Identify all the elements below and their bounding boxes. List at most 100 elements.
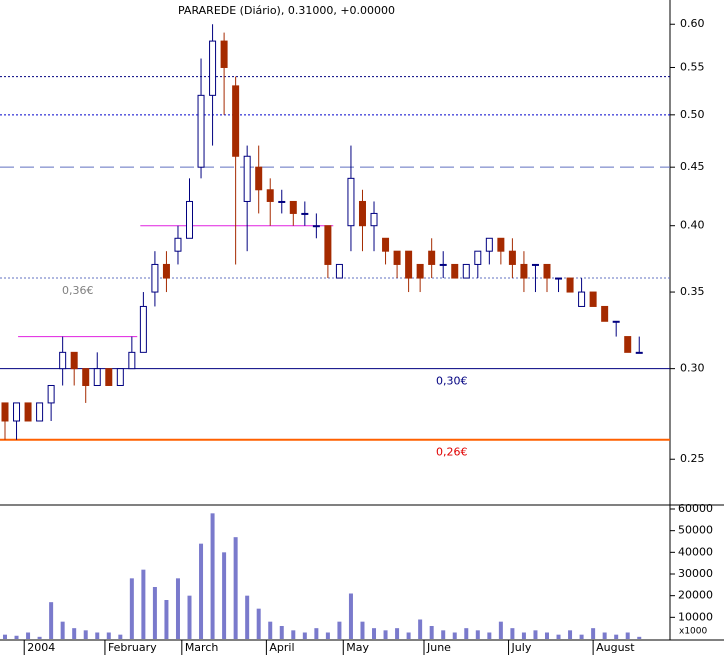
candle-body <box>128 351 136 370</box>
candle-body <box>220 40 228 68</box>
volume-bar <box>418 619 423 639</box>
candle-body <box>24 402 32 422</box>
y-tick-label: 0.45 <box>680 160 705 173</box>
volume-bar <box>14 635 19 639</box>
y-tick-label: 50000 <box>678 524 713 537</box>
candle-body <box>36 402 44 422</box>
y-tick-label: 0.30 <box>680 362 705 375</box>
candle-body <box>301 212 309 215</box>
volume-bar <box>625 632 630 639</box>
x-tick-label: February <box>108 641 157 654</box>
candle-body <box>82 368 90 386</box>
candle-body <box>416 263 424 279</box>
volume-bar <box>106 632 111 639</box>
candle-body <box>382 237 390 252</box>
volume-bar <box>383 630 388 639</box>
x-tick-label: April <box>269 641 294 654</box>
volume-bar <box>302 632 307 639</box>
volume-bar <box>464 628 469 639</box>
candle-body <box>451 263 459 279</box>
volume-bar <box>452 632 457 639</box>
volume-bar <box>429 626 434 639</box>
volume-bar <box>510 628 515 639</box>
candle-body <box>566 277 574 293</box>
volume-bar <box>26 632 31 639</box>
y-tick-label: 20000 <box>678 589 713 602</box>
candle-body <box>335 263 343 279</box>
volume-bar <box>256 608 261 639</box>
volume-bar <box>348 593 353 639</box>
volume-bar <box>614 634 619 639</box>
volume-bar <box>2 634 7 639</box>
x-tick-label: May <box>346 641 369 654</box>
candle-body <box>474 250 482 265</box>
volume-bar <box>164 600 169 639</box>
candle-body <box>255 166 263 191</box>
volume-bar <box>314 628 319 639</box>
candle-body <box>324 225 332 265</box>
volume-bar <box>291 630 296 639</box>
candle-body <box>601 305 609 322</box>
candle-body <box>209 40 217 96</box>
y-tick-label: 0.50 <box>680 108 705 121</box>
candle-body <box>589 291 597 307</box>
candle-body <box>151 263 159 293</box>
volume-bar <box>441 630 446 639</box>
volume-bar <box>372 628 377 639</box>
candle-body <box>358 200 366 227</box>
reference-label: 0,26€ <box>436 446 468 459</box>
volume-bar <box>175 578 180 639</box>
volume-bar <box>521 632 526 639</box>
volume-bar <box>95 632 100 639</box>
volume-bar <box>406 632 411 639</box>
reference-label: 0,36€ <box>62 284 94 297</box>
volume-bar <box>118 634 123 639</box>
candle-body <box>266 189 274 202</box>
volume-bar <box>37 636 42 639</box>
volume-bar <box>475 630 480 639</box>
y-tick-label: 0.25 <box>680 452 705 465</box>
candle-body <box>197 94 205 168</box>
volume-bar <box>141 569 146 639</box>
y-tick-label: 30000 <box>678 567 713 580</box>
candle-body <box>624 336 632 353</box>
volume-bar <box>487 632 492 639</box>
volume-bar <box>602 632 607 639</box>
volume-bar <box>579 634 584 639</box>
volume-bar <box>360 621 365 639</box>
candle-body <box>93 368 101 386</box>
y-tick-label: 0.60 <box>680 17 705 30</box>
candle-body <box>405 250 413 279</box>
candle-body <box>289 200 297 214</box>
volume-bar <box>533 630 538 639</box>
candle-body <box>312 225 320 228</box>
candle-body <box>105 368 113 386</box>
volume-bar <box>72 628 77 639</box>
candle-body <box>635 351 643 354</box>
candle-body <box>47 384 55 404</box>
candle-body <box>174 237 182 252</box>
x-tick-label: March <box>185 641 219 654</box>
volume-bar <box>152 587 157 639</box>
volume-unit: x1000 <box>679 627 708 637</box>
y-tick-label: 0.40 <box>680 219 705 232</box>
volume-bar <box>199 543 204 639</box>
candle-body <box>462 263 470 279</box>
volume-bar <box>233 537 238 639</box>
volume-bar <box>268 621 273 639</box>
candle-body <box>1 402 9 422</box>
candle-body <box>543 263 551 279</box>
volume-bar <box>129 578 134 639</box>
volume-bar <box>498 621 503 639</box>
volume-bar <box>83 630 88 639</box>
candle-body <box>485 237 493 252</box>
volume-bar <box>544 632 549 639</box>
volume-bar <box>591 628 596 639</box>
y-tick-label: 10000 <box>678 610 713 623</box>
candle-body <box>59 351 67 370</box>
candle-body <box>186 200 194 239</box>
candle-body <box>439 263 447 266</box>
candle-body <box>13 402 21 422</box>
x-tick-label: July <box>511 641 532 654</box>
candle-body <box>555 277 563 280</box>
